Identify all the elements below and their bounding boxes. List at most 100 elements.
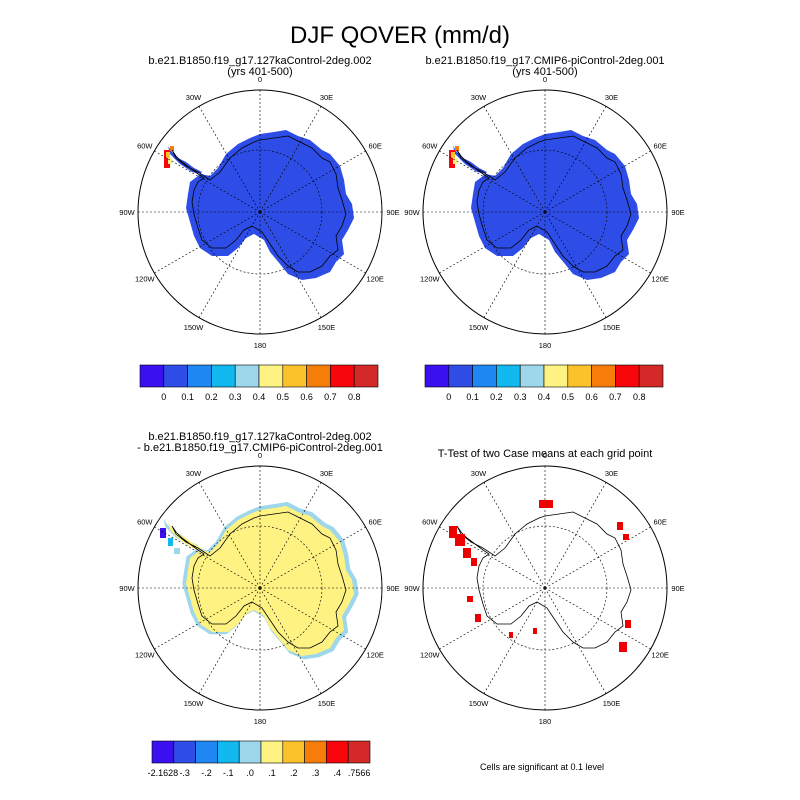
map-case2-field-fill [453,130,639,280]
panel-diff-title-line2: - b.e21.B1850.f19_g17.CMIP6-piControl-2d… [137,442,383,454]
map-ttest-lon-label-4: 120E [651,651,669,660]
cb-diff-swatch-6 [282,740,305,764]
map-diff-hotspot-0 [160,528,166,538]
map-ttest-significant-cell-5 [617,522,623,530]
map-case2-lon-label-3: 90E [671,208,684,217]
map-case1-lon-label-1: 30E [320,93,333,102]
map-ttest-significant-cell-7 [625,620,631,628]
map-case1-lon-label-5: 150E [318,323,336,332]
cb-diff-swatch-7 [304,740,327,764]
map-ttest-lon-label-1: 30E [605,469,618,478]
map-ttest-significant-cell-4 [539,500,553,508]
colorbar-case2: 0 0.1 0.2 0.3 0.4 0.5 0.6 0.7 0.8 [424,364,664,402]
map-ttest-lon-label-9: 90W [404,584,420,593]
map-case2-lon-label-7: 150W [469,323,490,332]
cb-abs1-swatch-8 [330,364,355,388]
cb-abs2-label-3: 0.3 [514,392,527,402]
map-case1-meridian-5 [259,211,322,318]
map-ttest-significant-cell-6 [623,534,629,540]
cb-diff-swatch-2 [195,740,218,764]
map-case1-hotspot-3 [170,146,174,151]
map-case1-meridian-1 [259,106,322,213]
cb-diff-label-8: .4 [334,768,342,778]
map-diff-lon-label-3: 90E [386,584,399,593]
cb-abs1-swatch-3 [211,364,236,388]
map-ttest: 0 30E 60E 90E 120E 150E 180 150W 120W 90W 60W 30W [404,451,684,726]
cb-abs2-swatch-0 [424,364,450,388]
map-case1-lon-label-4: 120E [366,275,384,284]
cb-abs2-swatch-8 [615,364,640,388]
cb-abs1-swatch-5 [258,364,284,388]
map-case2-lon-label-0: 0 [543,75,547,84]
panel-case2-title: b.e21.B1850.f19_g17.CMIP6-piControl-2deg… [385,56,705,78]
map-diff-meridian-5 [259,587,322,694]
map-case2-lon-label-9: 90W [404,208,420,217]
panel-case1-title: b.e21.B1850.f19_g17.127kaControl-2deg.00… [100,56,420,78]
map-case2-lon-label-1: 30E [605,93,618,102]
cb-abs2-swatch-9 [638,364,664,388]
panel-ttest-title: T-Test of two Case means at each grid po… [385,449,705,460]
map-ttest-coastline [456,511,632,649]
map-case2-hotspot-1 [451,152,455,158]
cb-abs1-label-3: 0.3 [229,392,242,402]
map-case1-lon-label-9: 90W [119,208,135,217]
colorbar-case1: 0 0.1 0.2 0.3 0.4 0.5 0.6 0.7 0.8 [139,364,379,402]
map-case1-lon-label-10: 60W [137,142,153,151]
cb-abs2-swatch-5 [543,364,569,388]
map-case2-lon-label-4: 120E [651,275,669,284]
cb-abs2-label-1: 0.1 [466,392,479,402]
map-case2-hotspot-2 [453,158,457,164]
cb-abs2-label-0: 0 [446,392,451,402]
cb-abs2-label-2: 0.2 [490,392,503,402]
map-diff-meridian-8 [154,587,261,650]
cb-diff-swatch-8 [326,740,349,764]
map-case1-coastline [171,135,347,273]
map-diff-lon-label-1: 30E [320,469,333,478]
map-ttest-lon-label-3: 90E [671,584,684,593]
cb-abs1-label-8: 0.8 [348,392,361,402]
map-diff-hotspot-2 [174,548,180,554]
map-diff-lon-label-9: 90W [119,584,135,593]
panel-case1-title-line1: b.e21.B1850.f19_g17.127kaControl-2deg.00… [148,55,372,67]
map-case1-meridian-7 [198,211,261,318]
map-diff-lon-label-5: 150E [318,699,336,708]
cb-diff-swatch-4 [238,740,262,764]
map-case2-meridian-8 [439,211,546,274]
map-case2-border [422,89,668,335]
map-ttest-lon-label-2: 60E [654,518,667,527]
cb-diff-label-5: .1 [268,768,276,778]
panel-case2-title-line2: (yrs 401-500) [512,66,578,78]
map-diff-lon-label-11: 30W [186,469,202,478]
cb-abs2-swatch-4 [519,364,545,388]
map-case1-field-fill [168,130,354,280]
cb-abs1-label-4: 0.4 [253,392,266,402]
map-diff-meridian-1 [259,482,322,589]
cb-abs1-swatch-9 [353,364,379,388]
map-ttest-meridian-2 [544,526,651,589]
map-diff-lon-label-0: 0 [258,451,262,460]
map-ttest-significant-cell-12 [533,628,537,634]
panel-diff-title: b.e21.B1850.f19_g17.127kaControl-2deg.00… [100,432,420,454]
cb-abs2-label-5: 0.5 [562,392,575,402]
map-diff-border [137,465,383,711]
figure-title: DJF QOVER (mm/d) [290,22,510,49]
map-case2-lon-label-8: 120W [420,275,441,284]
cb-diff-label-2: -.2 [201,768,212,778]
map-case2-meridian-10 [439,150,546,213]
map-diff-coastline [171,511,347,649]
map-ttest-meridian-1 [544,482,607,589]
map-diff-lon-label-6: 180 [254,717,267,726]
map-case2-hotspot-3 [455,146,459,151]
map-diff-lon-label-8: 120W [135,651,156,660]
map-ttest-lon-label-10: 60W [422,518,438,527]
cb-abs2-label-7: 0.7 [609,392,622,402]
cb-abs2-swatch-2 [472,364,497,388]
map-ttest-meridian-8 [439,587,546,650]
cb-abs1-swatch-4 [234,364,260,388]
ttest-footnote: Cells are significant at 0.1 level [479,762,605,772]
cb-abs1-label-6: 0.6 [300,392,313,402]
map-case2-lon-label-5: 150E [603,323,621,332]
panel-diff-title-line1: b.e21.B1850.f19_g17.127kaControl-2deg.00… [148,431,372,443]
map-ttest-lon-label-8: 120W [420,651,441,660]
